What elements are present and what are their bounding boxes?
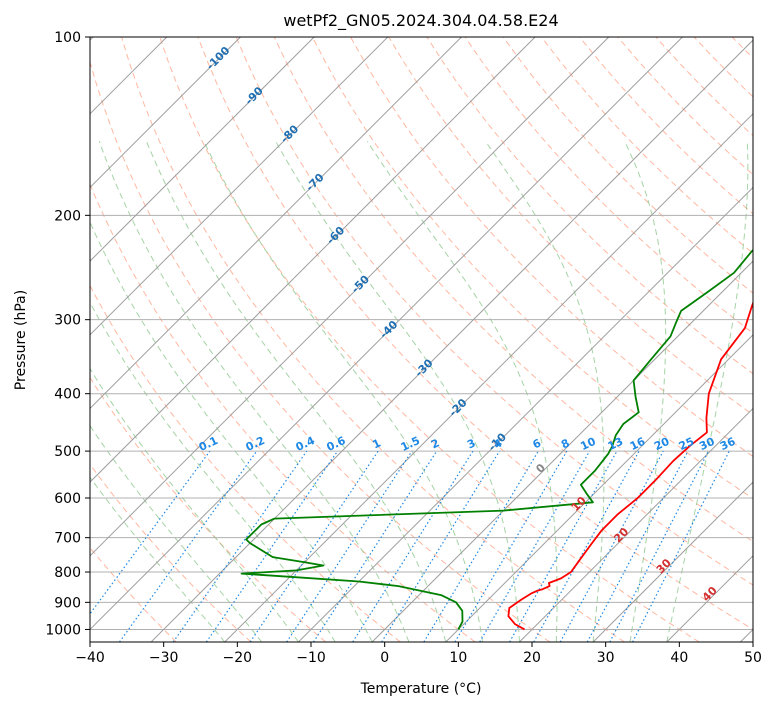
- x-axis-title: Temperature (°C): [360, 681, 482, 697]
- x-tick-label: 10: [449, 650, 467, 666]
- dry-adiabat: [197, 37, 753, 630]
- mixing-ratio-label: 25: [677, 435, 696, 453]
- mixing-ratio-line: [559, 450, 664, 642]
- mixing-ratio-label: 13: [606, 435, 625, 453]
- mixing-ratio-label: 20: [652, 435, 672, 453]
- dry-adiabat: [159, 37, 700, 642]
- x-tick-label: −40: [75, 650, 105, 666]
- isotherm-line: [150, 39, 753, 642]
- isotherm-line: [90, 37, 536, 483]
- x-tick-label: 20: [523, 650, 541, 666]
- y-axis-title: Pressure (hPa): [13, 290, 29, 390]
- y-axis: 100 200 300 400 500 600 700 800 900 1000: [45, 30, 90, 638]
- mixing-ratio-label: 10: [578, 435, 598, 453]
- isotherm-line: [445, 334, 753, 642]
- y-tick-label: 700: [54, 531, 81, 547]
- temperature-profile: [507, 300, 753, 631]
- isotherm-line: [90, 37, 315, 262]
- dry-adiabat: [311, 37, 753, 500]
- plot-frame: [89, 36, 754, 643]
- x-tick-label: 0: [380, 650, 389, 666]
- mixing-ratio-line: [172, 450, 308, 642]
- isotherm-line: [90, 37, 610, 557]
- mixing-ratio-line: [423, 450, 539, 642]
- x-tick-label: −10: [296, 650, 326, 666]
- isotherm-line: [371, 260, 753, 642]
- skewed-isotherms: [90, 37, 753, 642]
- x-tick-label: 30: [597, 650, 615, 666]
- sounding-series: [240, 248, 753, 631]
- mixing-ratio-lines: [90, 450, 730, 642]
- x-tick-label: 50: [744, 650, 762, 666]
- y-tick-label: 200: [54, 208, 81, 224]
- x-axis: −40 −30 −20 −10 0 10 20 30 40 50: [75, 642, 762, 666]
- y-tick-label: 300: [54, 313, 81, 329]
- isotherm-line: [224, 113, 753, 642]
- mixing-ratio-line: [352, 450, 474, 642]
- y-tick-label: 900: [54, 595, 81, 611]
- mixing-ratio-line: [454, 450, 568, 642]
- y-tick-label: 500: [54, 444, 81, 460]
- y-tick-label: 1000: [45, 622, 81, 638]
- mixing-ratio-line: [381, 450, 500, 642]
- y-tick-label: 400: [54, 387, 81, 403]
- dry-adiabat: [90, 463, 252, 642]
- mixing-ratio-label: 30: [697, 435, 717, 453]
- dry-adiabat: [273, 37, 753, 543]
- mixing-ratio-line: [205, 450, 339, 642]
- x-tick-label: 40: [670, 650, 688, 666]
- dewpoint-profile: [240, 248, 753, 630]
- dry-adiabat: [235, 37, 753, 586]
- isotherm-line: [90, 37, 389, 336]
- isotherm-line: [519, 407, 753, 642]
- plot-area: [90, 37, 753, 642]
- x-tick-label: −20: [223, 650, 253, 666]
- y-tick-label: 100: [54, 30, 81, 46]
- mixing-ratio-line: [313, 450, 438, 642]
- mixing-ratio-line: [509, 450, 618, 642]
- mixing-ratio-label: 36: [718, 435, 738, 453]
- mixing-ratio-label: 16: [628, 435, 648, 453]
- x-tick-label: −30: [149, 650, 179, 666]
- dry-adiabat: [90, 376, 327, 642]
- dry-adiabat: [502, 37, 753, 294]
- isotherm-line: [90, 37, 462, 410]
- isotherm-line: [592, 481, 753, 642]
- chart-title: wetPf2_GN05.2024.304.04.58.E24: [283, 11, 558, 31]
- mixing-ratio-line: [533, 450, 640, 642]
- y-tick-label: 600: [54, 491, 81, 507]
- dry-adiabat: [121, 37, 625, 642]
- isotherm-line: [90, 37, 241, 189]
- mixing-ratio-line: [479, 450, 591, 642]
- y-tick-label: 800: [54, 565, 81, 581]
- isotherm-line: [298, 186, 753, 642]
- dry-adiabat: [90, 60, 551, 642]
- isotherm-line: [90, 37, 683, 631]
